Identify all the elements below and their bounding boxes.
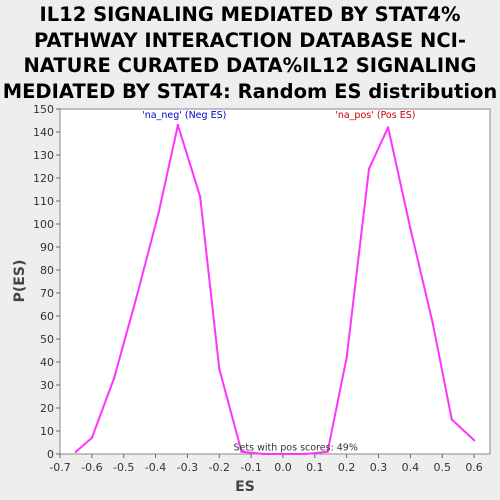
- y-tick-label: 120: [33, 172, 54, 185]
- annotation-label: Sets with pos scores: 49%: [234, 443, 358, 454]
- data-point: [240, 450, 243, 453]
- x-tick-label: -0.7: [49, 461, 70, 474]
- data-point: [386, 126, 390, 129]
- data-point: [74, 450, 78, 453]
- plot-area: [59, 108, 491, 455]
- data-point: [304, 452, 307, 456]
- data-point: [262, 452, 266, 456]
- data-point: [198, 195, 202, 198]
- x-tick-label: -0.4: [145, 461, 166, 474]
- y-tick-label: 20: [40, 402, 54, 415]
- data-point: [431, 321, 434, 325]
- data-point: [326, 450, 329, 453]
- x-axis-ticks: -0.7 -0.6 -0.5 -0.4 -0.3 -0.2 -0.1 0.0 0.1 0.2 0.3…: [49, 454, 483, 474]
- x-tick-label: -0.5: [113, 461, 134, 474]
- y-tick-label: 40: [40, 356, 54, 369]
- x-tick-label: -0.1: [240, 461, 261, 474]
- x-axis-label: ES: [235, 479, 255, 495]
- data-point: [176, 123, 180, 127]
- chart-title-line-3: NATURE CURATED DATA%IL12 SIGNALING: [23, 54, 477, 77]
- y-tick-label: 130: [33, 149, 54, 162]
- y-tick-label: 70: [40, 287, 54, 300]
- data-series: [74, 123, 476, 456]
- data-point: [90, 436, 94, 440]
- series-line: [75, 124, 475, 455]
- data-point: [135, 296, 138, 299]
- y-tick-label: 30: [40, 379, 54, 392]
- x-tick-label: 0.2: [338, 461, 356, 474]
- data-point: [409, 227, 412, 230]
- data-point: [218, 367, 221, 371]
- data-point: [281, 452, 285, 456]
- data-point: [157, 211, 160, 214]
- x-tick-label: 0.0: [274, 461, 292, 474]
- data-point: [112, 376, 116, 380]
- x-tick-label: -0.3: [177, 461, 198, 474]
- chart-title-line-1: IL12 SIGNALING MEDIATED BY STAT4%: [39, 3, 461, 26]
- x-tick-label: -0.6: [81, 461, 102, 474]
- y-tick-label: 110: [33, 195, 54, 208]
- x-tick-label: 0.1: [306, 461, 324, 474]
- data-point: [345, 356, 348, 359]
- y-axis-label: P(ES): [12, 260, 28, 303]
- annotation-label: 'na_neg' (Neg ES): [142, 110, 226, 121]
- x-tick-label: 0.6: [465, 461, 483, 474]
- y-tick-label: 60: [40, 310, 54, 323]
- data-point: [450, 418, 453, 421]
- y-tick-label: 150: [33, 103, 54, 116]
- data-point: [472, 439, 476, 442]
- x-tick-label: 0.5: [433, 461, 451, 474]
- chart-title-line-4: MEDIATED BY STAT4: Random ES distributio…: [2, 79, 498, 103]
- y-tick-label: 0: [47, 448, 54, 461]
- x-tick-label: 0.4: [402, 461, 420, 474]
- y-tick-label: 80: [40, 264, 54, 277]
- x-tick-label: -0.2: [209, 461, 230, 474]
- y-tick-label: 140: [33, 126, 54, 139]
- y-axis-ticks: 0 10 20 30 40 50 60 70 80 90 100 110 120 130 140 150: [33, 103, 60, 461]
- y-tick-label: 50: [40, 333, 54, 346]
- y-tick-label: 10: [40, 425, 54, 438]
- chart-title-line-2: PATHWAY INTERACTION DATABASE NCI-: [33, 28, 467, 52]
- data-point: [367, 167, 371, 170]
- chart-title: IL12 SIGNALING MEDIATED BY STAT4% PATHWA…: [0, 2, 500, 104]
- y-tick-label: 90: [40, 241, 54, 254]
- x-tick-label: 0.3: [370, 461, 388, 474]
- annotations: 'na_neg' (Neg ES) 'na_pos' (Pos ES) Sets w…: [142, 110, 415, 453]
- y-tick-label: 100: [33, 218, 54, 231]
- annotation-label: 'na_pos' (Pos ES): [335, 110, 415, 121]
